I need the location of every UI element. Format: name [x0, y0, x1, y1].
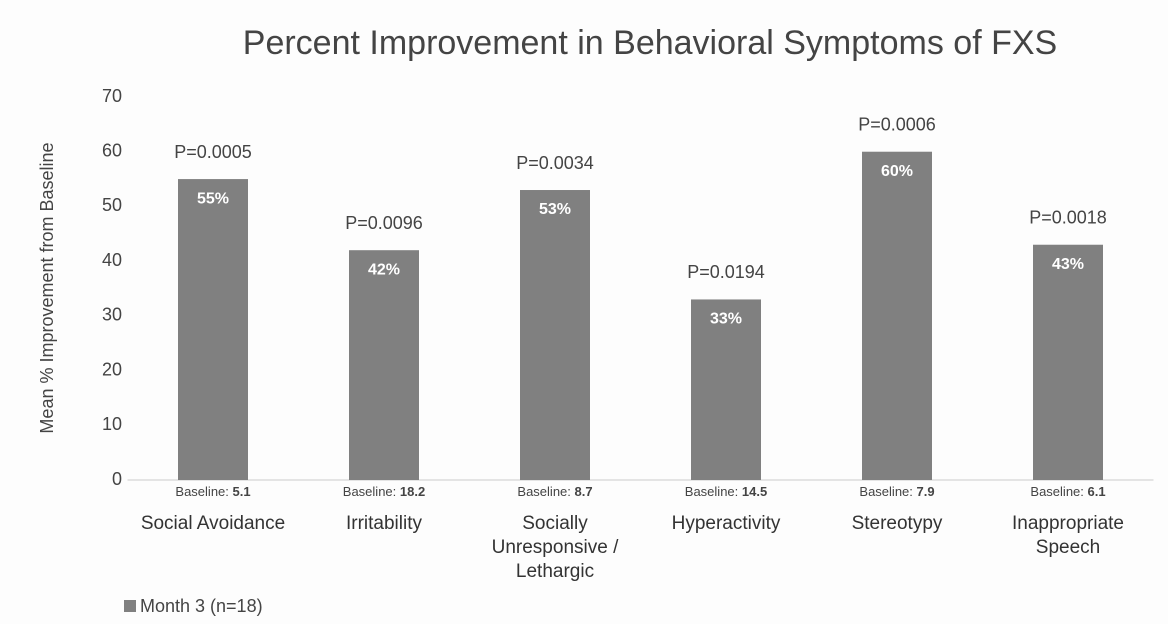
baseline-label: Baseline:: [343, 484, 396, 499]
baseline-label: Baseline:: [859, 484, 912, 499]
baseline-value: 5.1: [233, 484, 251, 499]
p-value: P=0.0006: [858, 114, 936, 134]
y-tick-label: 50: [102, 195, 122, 215]
p-value: P=0.0005: [174, 142, 252, 162]
chart-title: Percent Improvement in Behavioral Sympto…: [243, 24, 1057, 62]
baseline-note: Baseline: 18.2: [343, 484, 425, 499]
y-tick-label: 10: [102, 414, 122, 434]
p-value: P=0.0096: [345, 213, 423, 233]
x-tick-label: Socially Unresponsive / Lethargic: [491, 513, 619, 582]
baseline-note: Baseline: 5.1: [175, 484, 250, 499]
x-tick-label: Stereotypy: [851, 513, 943, 534]
baseline-note: Baseline: 14.5: [685, 484, 767, 499]
x-tick-label: Irritability: [345, 513, 422, 534]
value-label: 55%: [197, 190, 229, 207]
legend-label: Month 3 (n=18): [140, 596, 263, 616]
x-tick-label: Hyperactivity: [671, 513, 781, 534]
baseline-value: 14.5: [742, 484, 767, 499]
p-value: P=0.0018: [1029, 207, 1107, 227]
baseline-note: Baseline: 8.7: [517, 484, 592, 499]
baseline-value: 18.2: [400, 484, 425, 499]
baseline-value: 6.1: [1088, 484, 1106, 499]
bar: [1033, 244, 1103, 480]
bar: [862, 151, 932, 480]
p-value: P=0.0034: [516, 153, 594, 173]
y-tick-label: 60: [102, 140, 122, 160]
p-value: P=0.0194: [687, 262, 765, 282]
baseline-value: 7.9: [917, 484, 935, 499]
y-tick-label: 40: [102, 250, 122, 270]
value-label: 53%: [539, 201, 571, 218]
baseline-label: Baseline:: [1030, 484, 1083, 499]
x-tick-label: Inappropriate Speech: [1012, 513, 1124, 558]
baseline-note: Baseline: 7.9: [859, 484, 934, 499]
baseline-label: Baseline:: [175, 484, 228, 499]
value-label: 33%: [710, 311, 742, 328]
legend-swatch: [124, 600, 136, 612]
value-label: 42%: [368, 261, 400, 278]
baseline-note: Baseline: 6.1: [1030, 484, 1105, 499]
baseline-label: Baseline:: [517, 484, 570, 499]
value-label: 43%: [1052, 256, 1084, 273]
bar: [691, 299, 761, 480]
x-tick-label: Social Avoidance: [140, 513, 286, 534]
y-tick-label: 20: [102, 359, 122, 379]
bar: [178, 179, 248, 481]
baseline-label: Baseline:: [685, 484, 738, 499]
bar: [520, 190, 590, 480]
y-tick-label: 0: [112, 469, 122, 489]
value-label: 60%: [881, 163, 913, 180]
baseline-value: 8.7: [575, 484, 593, 499]
y-tick-label: 30: [102, 305, 122, 325]
y-tick-label: 70: [102, 86, 122, 106]
bar: [349, 250, 419, 480]
y-axis-label: Mean % Improvement from Baseline: [37, 142, 57, 433]
